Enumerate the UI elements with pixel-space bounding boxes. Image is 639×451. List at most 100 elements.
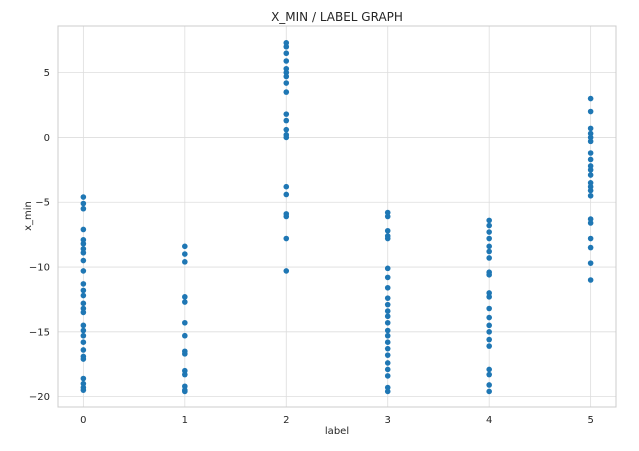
data-point	[384, 213, 391, 220]
data-point	[182, 367, 188, 374]
data-point	[182, 294, 188, 300]
data-point	[384, 301, 391, 308]
data-point	[486, 272, 492, 278]
data-point	[182, 243, 188, 250]
data-point	[587, 167, 594, 173]
x-tick-labels: 0 1 2 3 4 5	[80, 415, 594, 426]
data-point	[80, 287, 87, 294]
data-points	[80, 40, 594, 395]
data-point	[384, 265, 391, 272]
data-point	[587, 187, 594, 194]
data-point	[80, 375, 87, 382]
data-point	[182, 319, 188, 326]
data-point	[384, 360, 391, 366]
x-tick-label: 4	[486, 415, 492, 426]
data-point	[384, 313, 391, 320]
data-point	[80, 322, 87, 329]
data-point	[486, 217, 492, 224]
data-point	[486, 235, 492, 242]
data-point	[80, 200, 87, 207]
data-point	[384, 209, 391, 216]
data-point	[587, 235, 594, 242]
data-point	[384, 327, 391, 334]
data-point	[283, 89, 290, 95]
data-point	[80, 332, 87, 339]
data-point	[283, 73, 290, 80]
y-axis-label: x_min	[23, 201, 34, 231]
x-tick-label: 5	[587, 415, 593, 426]
data-point	[384, 373, 391, 379]
data-point	[486, 294, 492, 300]
data-point	[182, 388, 188, 395]
data-point	[486, 382, 492, 388]
data-point	[384, 295, 391, 301]
data-point	[587, 108, 594, 115]
data-point	[384, 352, 391, 358]
x-axis-label: label	[325, 426, 349, 437]
data-point	[587, 150, 594, 156]
data-point	[182, 371, 188, 378]
data-point	[283, 111, 290, 117]
data-point	[486, 255, 492, 261]
data-point	[587, 180, 594, 186]
data-point	[587, 138, 594, 145]
data-point	[283, 50, 290, 57]
data-point	[283, 58, 290, 64]
data-point	[384, 384, 391, 391]
data-point	[283, 65, 290, 72]
data-point	[384, 388, 391, 395]
y-tick-label: −5	[35, 198, 50, 209]
data-point	[80, 246, 87, 252]
x-tick-label: 0	[80, 415, 86, 426]
data-point	[384, 284, 391, 291]
data-point	[80, 281, 87, 287]
data-point	[587, 277, 594, 283]
data-point	[80, 240, 87, 247]
chart-title: X_MIN / LABEL GRAPH	[271, 10, 403, 24]
data-point	[486, 343, 492, 349]
data-point	[283, 213, 290, 220]
data-point	[486, 229, 492, 235]
plot-frame	[57, 25, 617, 408]
data-point	[587, 183, 594, 190]
data-point	[283, 183, 290, 190]
data-point	[182, 259, 188, 265]
data-point	[587, 163, 594, 169]
data-point	[182, 383, 188, 390]
data-point	[486, 243, 492, 250]
data-point	[486, 248, 492, 255]
data-point	[486, 222, 492, 229]
data-point	[80, 194, 87, 200]
data-point	[283, 117, 290, 124]
x-tick-label: 3	[385, 415, 391, 426]
data-point	[384, 332, 391, 339]
y-tick-label: 0	[44, 133, 50, 144]
data-point	[283, 235, 290, 242]
data-point	[283, 43, 290, 50]
data-point	[486, 388, 492, 395]
data-point	[384, 339, 391, 346]
data-point	[80, 226, 87, 233]
data-point	[384, 274, 391, 281]
data-point	[384, 235, 391, 242]
data-point	[587, 134, 594, 141]
y-tick-label: −20	[29, 392, 50, 403]
data-point	[384, 308, 391, 314]
data-point	[283, 126, 290, 133]
data-point	[182, 299, 188, 305]
y-tick-label: 5	[44, 68, 50, 79]
data-point	[486, 336, 492, 343]
data-point	[283, 134, 290, 141]
data-point	[486, 314, 492, 321]
data-point	[587, 130, 594, 137]
data-point	[587, 125, 594, 132]
plot-area	[58, 26, 616, 407]
y-tick-label: −10	[29, 263, 50, 274]
data-point	[80, 309, 87, 316]
y-tick-labels: −20 −15 −10 −5 0 5	[29, 68, 50, 403]
data-point	[486, 322, 492, 329]
data-point	[587, 260, 594, 266]
data-point	[283, 80, 290, 86]
data-point	[384, 227, 391, 234]
y-tick-label: −15	[29, 327, 50, 338]
